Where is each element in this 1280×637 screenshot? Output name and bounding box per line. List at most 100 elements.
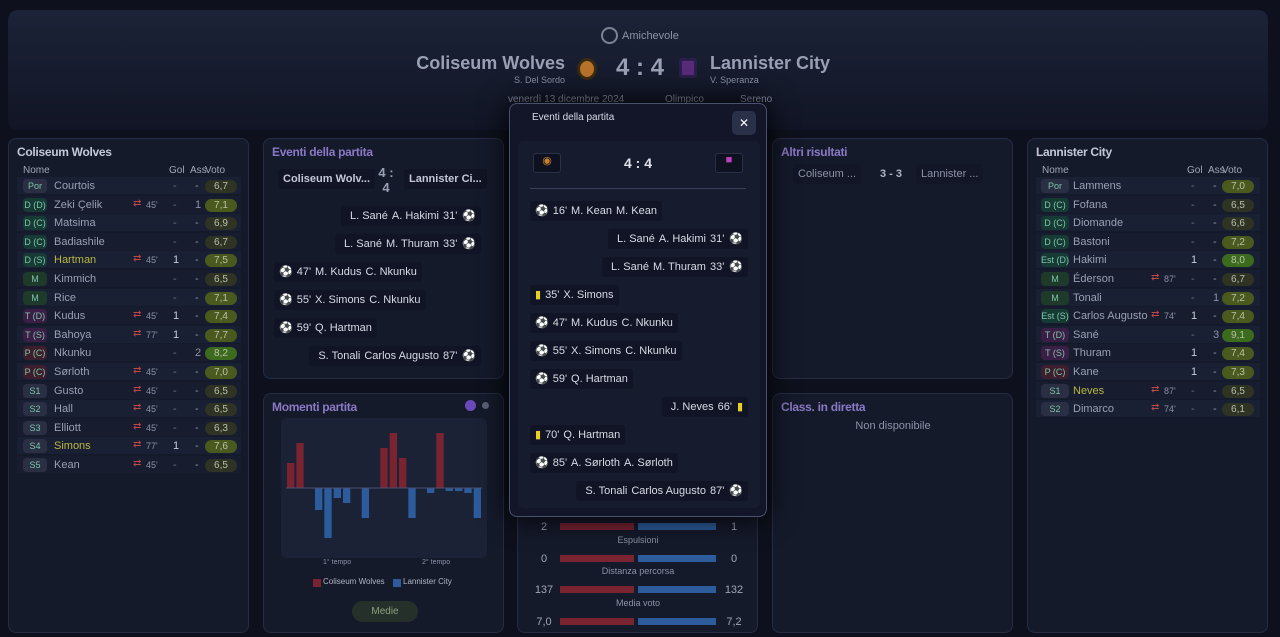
assists: - — [195, 273, 199, 285]
event: L. Sané M. Thuram 33' ⚽ — [335, 234, 481, 254]
assists: - — [1213, 198, 1217, 211]
position: D (S) — [23, 253, 47, 268]
position: M — [23, 290, 47, 305]
weather: Sereno — [740, 94, 773, 105]
assists: - — [195, 459, 199, 471]
sub-icon: ⇄ — [1151, 309, 1160, 321]
position: D (C) — [1041, 197, 1069, 212]
rating: 7,6 — [205, 440, 237, 454]
rating: 6,7 — [1222, 273, 1254, 286]
event: ▮ 35' X. Simons — [530, 285, 619, 305]
position: P (C) — [23, 346, 47, 361]
stat-home: 7,0 — [536, 615, 552, 628]
momentum-bar — [445, 488, 453, 491]
event-player: X. Simons — [315, 294, 366, 306]
sub-icon: ⇄ — [133, 383, 142, 395]
sub-icon: ⇄ — [133, 458, 142, 469]
competition: Amichevole — [622, 30, 679, 42]
column-header: Gol — [169, 165, 185, 176]
legend-label: Lannister City — [403, 577, 452, 586]
comp-icon — [601, 27, 618, 44]
sub-icon: ⇄ — [133, 402, 142, 414]
assists: - — [1213, 235, 1217, 248]
goals: 1 — [1191, 254, 1198, 267]
goals: - — [173, 366, 177, 378]
event-player: A. Sørloth — [571, 457, 620, 469]
row — [17, 363, 241, 380]
rating: 6,7 — [205, 235, 237, 249]
assists: - — [1213, 366, 1217, 378]
date: venerdì 13 dicembre 2024 — [508, 94, 625, 105]
rating: 7,3 — [1222, 366, 1254, 379]
goals: 1 — [173, 310, 180, 323]
position: P (C) — [23, 365, 47, 379]
row — [17, 232, 241, 250]
assists: 1 — [195, 198, 202, 211]
average-button[interactable]: Medie — [352, 601, 418, 622]
others-panel: Altri risultati Coliseum ... 3 - 3 Lanni… — [772, 138, 1013, 379]
close-button[interactable]: ✕ — [732, 111, 756, 135]
goals: 1 — [173, 328, 180, 341]
rating: 7,1 — [205, 291, 237, 305]
assists: - — [195, 235, 199, 248]
row — [17, 214, 241, 232]
position: D (C) — [23, 216, 47, 231]
column-header: Gol — [1187, 165, 1203, 176]
position: S1 — [23, 383, 47, 398]
event: S. Tonali Carlos Augusto 87' ⚽ — [576, 481, 748, 501]
assists: - — [195, 310, 199, 323]
momentum-bar — [436, 433, 444, 488]
momentum-bar — [473, 488, 481, 518]
rating: 7,4 — [1222, 310, 1254, 324]
player-name: Hartman — [54, 254, 97, 267]
position: S2 — [1041, 402, 1069, 417]
event-minute: 47' — [552, 317, 568, 329]
other-away: Lannister ... — [916, 164, 984, 184]
modal-card: ◉ 4 : 4 ■ ⚽ 16' M. Kean M. Kean L. Sané A. Hakim… — [518, 141, 760, 508]
row — [1036, 288, 1260, 306]
rating: 6,1 — [1222, 403, 1254, 417]
rating: 7,1 — [205, 198, 237, 212]
player-name: Fofana — [1073, 198, 1108, 211]
assists: 2 — [195, 347, 202, 360]
event-minute: 47' — [296, 266, 312, 278]
event-icon: ⚽ — [535, 317, 549, 329]
sub-icon: ⇄ — [133, 327, 142, 339]
stat-home: 137 — [534, 584, 554, 596]
column-header: Nome — [23, 165, 50, 176]
sub-icon: ⇄ — [133, 309, 142, 321]
panel-title: Momenti partita — [272, 400, 357, 414]
assists: 3 — [1213, 328, 1220, 341]
goals: - — [173, 347, 177, 360]
assists: - — [195, 180, 199, 192]
rating: 6,5 — [1222, 198, 1254, 212]
row — [1036, 177, 1260, 194]
event-icon: ⚽ — [535, 373, 549, 385]
player-name: Hakimi — [1073, 254, 1107, 267]
modal-score: 4 : 4 — [623, 155, 652, 171]
momentum-bar — [324, 488, 332, 538]
sub-minute: 45' — [146, 422, 158, 433]
rating: 7,2 — [1222, 291, 1254, 305]
position: S5 — [23, 458, 47, 472]
player-name: Diomande — [1073, 217, 1124, 230]
row — [1036, 232, 1260, 250]
event-icon: ⚽ — [729, 233, 743, 245]
player-name: Tonali — [1073, 291, 1102, 304]
half-label: 1° tempo — [323, 559, 352, 566]
goals: - — [1191, 180, 1195, 192]
momentum-bar — [333, 488, 341, 498]
event-icon: ▮ — [535, 429, 542, 441]
event-icon: ▮ — [736, 401, 743, 413]
row — [17, 251, 241, 269]
home-coach: S. Del Sordo — [513, 75, 565, 85]
event-extra: Carlos Augusto — [631, 485, 706, 497]
event-player: Q. Hartman — [571, 373, 628, 385]
event-player: L. Sané — [344, 238, 382, 250]
position: Est (S) — [1041, 309, 1069, 324]
sub-minute: 77' — [146, 441, 158, 452]
stat-away: 7,2 — [726, 615, 742, 628]
player-name: Kimmich — [54, 273, 97, 285]
event: ⚽ 85' A. Sørloth A. Sørloth — [530, 453, 678, 473]
